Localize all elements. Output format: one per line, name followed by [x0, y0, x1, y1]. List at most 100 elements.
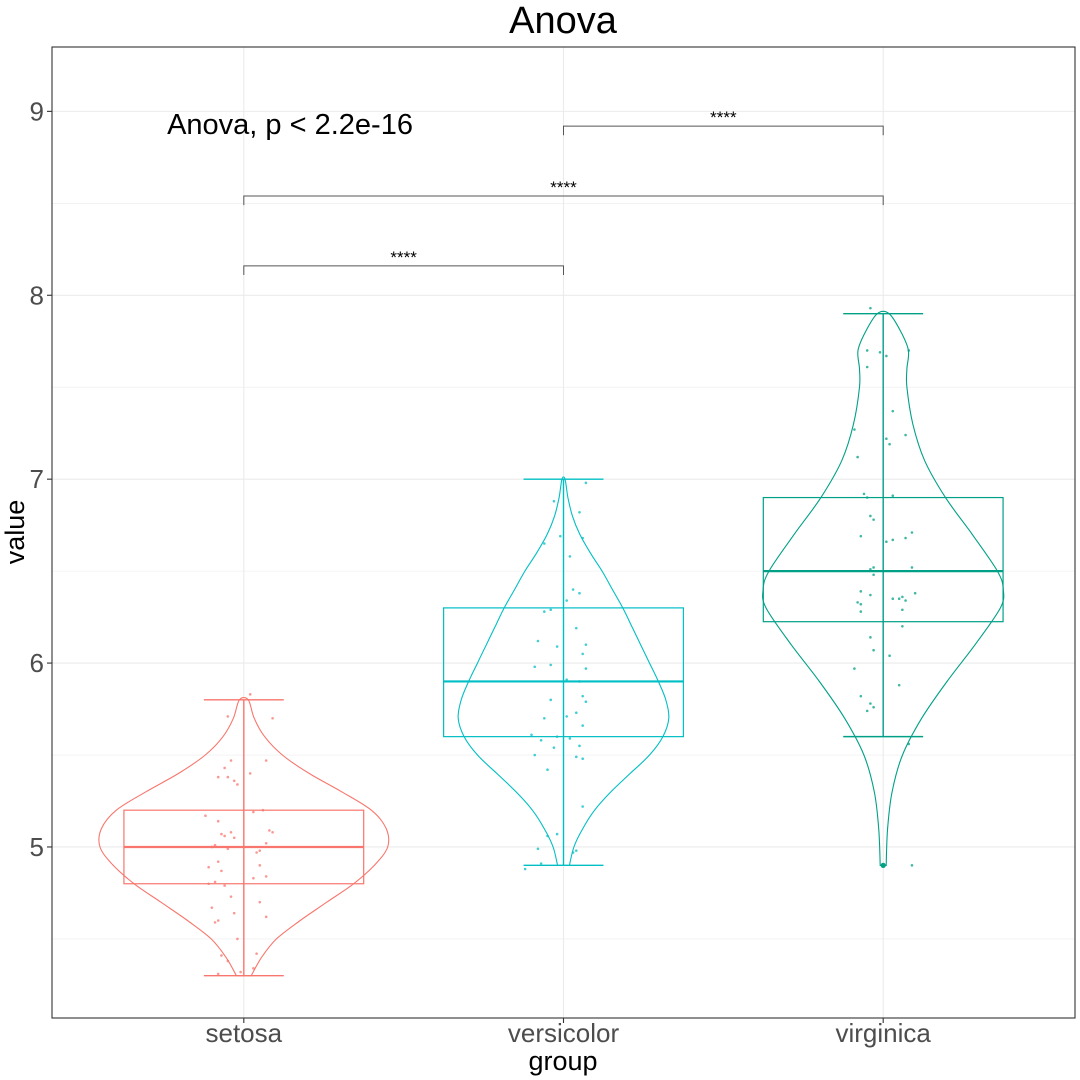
box-virginica: [762, 496, 1004, 623]
jitter-points: [204, 306, 917, 976]
data-point: [530, 733, 533, 737]
data-point: [559, 534, 562, 538]
data-point: [216, 972, 220, 976]
data-point: [865, 496, 869, 499]
data-point: [565, 715, 568, 718]
data-point: [539, 739, 543, 742]
data-point: [891, 538, 895, 542]
data-point: [229, 830, 233, 834]
data-point: [268, 829, 271, 832]
comparison-bracket: [563, 125, 884, 136]
data-point: [216, 819, 220, 823]
data-point: [901, 624, 904, 628]
data-point: [859, 694, 863, 698]
data-point: [549, 663, 553, 667]
data-point: [555, 832, 559, 836]
y-tick-label: 5: [30, 832, 44, 862]
data-point: [872, 566, 875, 569]
data-point: [869, 567, 872, 571]
data-point: [555, 735, 559, 738]
data-point: [210, 906, 214, 909]
data-point: [565, 599, 568, 602]
data-point: [264, 841, 268, 845]
data-point: [555, 645, 559, 648]
data-point: [853, 428, 856, 431]
data-point: [885, 540, 888, 543]
data-point: [264, 759, 268, 762]
data-point: [216, 919, 220, 922]
x-axis-title: group: [528, 1046, 597, 1076]
data-point: [223, 834, 226, 838]
boxplots: [123, 312, 1004, 977]
y-axis-title: value: [0, 500, 30, 565]
data-point: [552, 499, 556, 503]
data-point: [258, 864, 262, 867]
violins: [98, 310, 1005, 977]
data-point: [578, 510, 581, 514]
anova-label: Anova, p < 2.2e-16: [167, 109, 413, 141]
data-point: [888, 442, 891, 446]
comparison-bracket: [243, 265, 564, 276]
data-point: [232, 779, 236, 783]
data-point: [872, 573, 875, 577]
data-point: [543, 542, 546, 545]
data-point: [546, 834, 549, 838]
data-point: [565, 678, 568, 681]
data-point: [584, 481, 588, 485]
data-point: [891, 494, 895, 498]
data-point: [574, 849, 578, 852]
data-point: [859, 602, 863, 606]
data-point: [536, 847, 540, 851]
data-point: [213, 843, 217, 847]
violin-virginica: [762, 310, 1005, 866]
data-point: [229, 895, 233, 898]
data-point: [578, 680, 581, 683]
data-point: [571, 851, 575, 854]
data-point: [907, 742, 911, 746]
data-point: [239, 970, 242, 974]
data-point: [865, 709, 869, 713]
data-point: [584, 700, 588, 703]
data-point: [226, 847, 230, 851]
data-point: [904, 433, 907, 437]
data-point: [888, 654, 891, 658]
data-point: [229, 759, 233, 762]
data-point: [255, 952, 258, 955]
data-point: [220, 954, 223, 957]
data-point: [581, 724, 584, 727]
data-point: [904, 599, 907, 602]
data-point: [549, 698, 553, 702]
data-point: [258, 849, 262, 852]
data-point: [574, 626, 578, 630]
data-point: [865, 349, 869, 352]
significance-brackets: **** **** ****: [243, 108, 884, 276]
data-point: [859, 534, 863, 538]
comparison-label: ****: [710, 108, 737, 127]
data-point: [568, 555, 572, 558]
data-point: [578, 591, 581, 595]
data-point: [226, 959, 230, 963]
panel-border: [51, 46, 1076, 1019]
data-point: [578, 744, 581, 748]
data-point: [232, 836, 236, 840]
y-tick-label: 8: [30, 280, 44, 310]
data-point: [236, 937, 239, 941]
data-point: [853, 667, 856, 670]
data-point: [207, 882, 210, 886]
data-point: [546, 768, 549, 772]
data-point: [581, 652, 584, 656]
data-point: [581, 536, 584, 540]
data-point: [574, 711, 578, 715]
x-tick-label: virginica: [836, 1018, 932, 1048]
data-point: [261, 808, 265, 812]
data-point: [223, 884, 226, 887]
data-point: [568, 737, 572, 740]
data-point: [252, 810, 255, 814]
data-point: [252, 967, 255, 970]
data-point: [523, 867, 527, 871]
data-point: [897, 597, 901, 601]
data-point: [574, 755, 578, 759]
data-point: [897, 683, 901, 687]
data-point: [258, 900, 262, 904]
data-point: [869, 593, 872, 597]
